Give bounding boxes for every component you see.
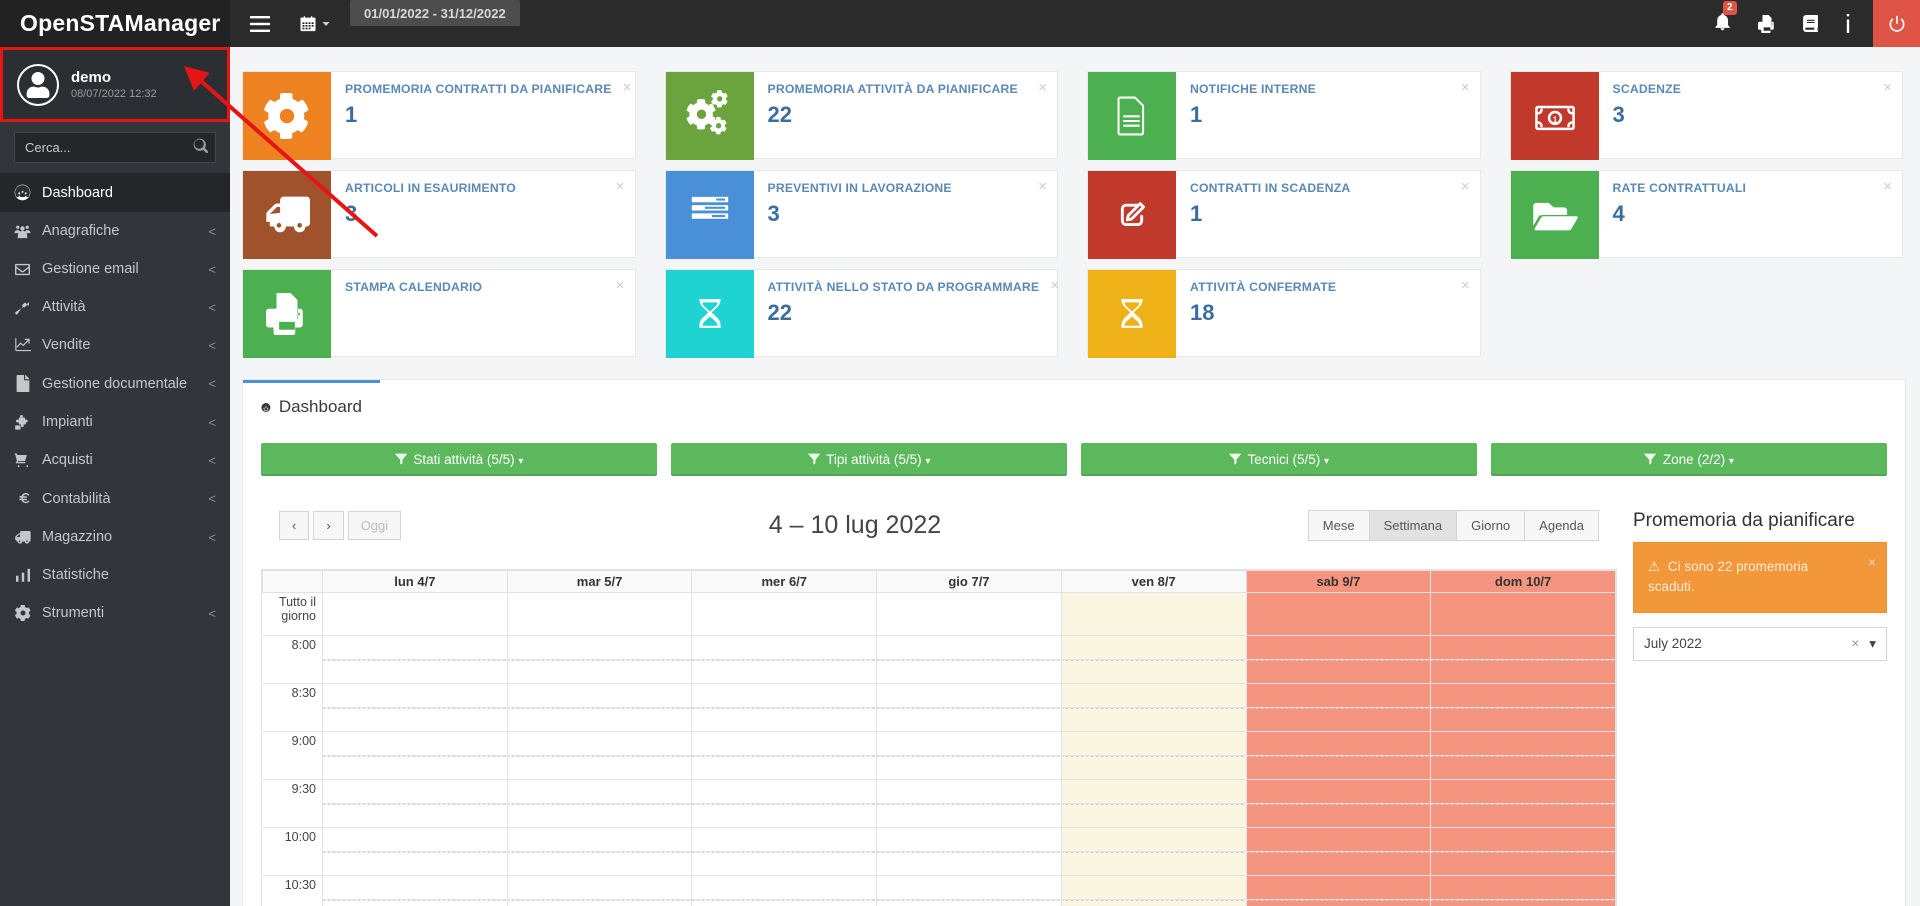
svg-text:1: 1	[1552, 115, 1557, 124]
